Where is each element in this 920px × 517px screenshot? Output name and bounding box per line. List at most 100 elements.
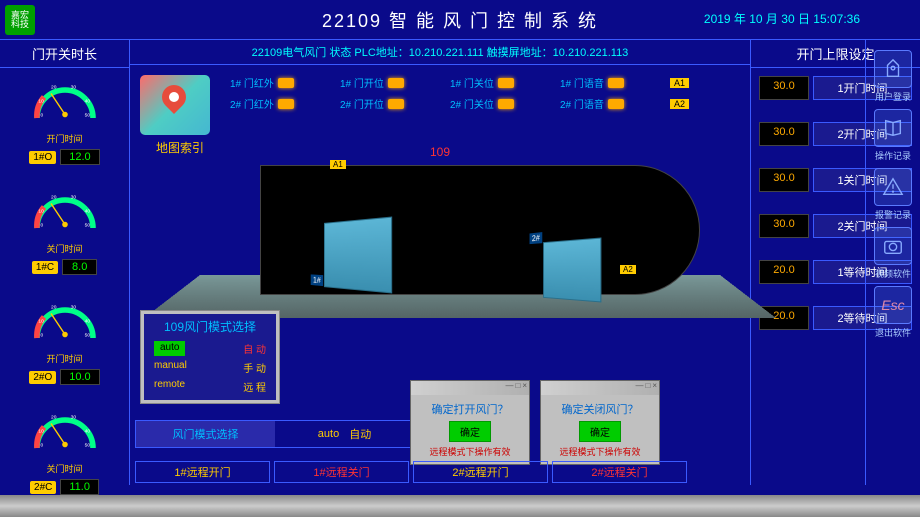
gauge: 0 10 20 30 40 50 — [30, 293, 100, 348]
left-panel: 门开关时长 01020304050开门时间1#O12.001020304050关… — [0, 40, 130, 485]
svg-text:50: 50 — [84, 333, 90, 339]
gauge: 0 10 20 30 40 50 — [30, 73, 100, 128]
status-item: 1# 门语音 — [560, 75, 660, 90]
gauge: 0 10 20 30 40 50 — [30, 183, 100, 238]
center-panel: 22109电气风门 状态 PLC地址：10.210.221.111 触摸屏地址：… — [130, 40, 750, 485]
setting-value: 30.0 — [759, 122, 809, 146]
status-item: 2# 门红外 — [230, 96, 330, 111]
status-grid: 1# 门红外1# 门开位1# 门关位1# 门语音A1 2# 门红外2# 门开位2… — [230, 75, 740, 117]
setting-value: 20.0 — [759, 306, 809, 330]
gauge-value: 8.0 — [62, 259, 97, 275]
confirm-close-dialog: —□× 确定关闭风门？ 确定 远程模式下操作有效 — [540, 380, 660, 465]
nav-alert[interactable]: 报警记录 — [874, 168, 912, 221]
status-item: 1# 门开位 — [340, 75, 440, 90]
book-icon — [874, 109, 912, 147]
svg-text:50: 50 — [84, 223, 90, 229]
status-item: 1# 门关位 — [450, 75, 550, 90]
svg-text:0: 0 — [40, 223, 43, 229]
nav-user[interactable]: 用户登录 — [874, 50, 912, 103]
status-item: 2# 门语音 — [560, 96, 660, 111]
tunnel-diagram: A1 A2 1# 2# — [200, 165, 700, 325]
mode-row[interactable]: remote远 程 — [148, 377, 272, 396]
gauge: 0 10 20 30 40 50 — [30, 403, 100, 458]
close-icon[interactable]: × — [652, 381, 657, 395]
status-led — [278, 99, 294, 109]
remote-button[interactable]: 1#远程关门 — [274, 461, 409, 483]
svg-text:50: 50 — [84, 443, 90, 449]
camera-icon — [874, 227, 912, 265]
svg-text:30: 30 — [70, 195, 76, 201]
esc-icon: Esc — [874, 286, 912, 324]
svg-text:40: 40 — [84, 429, 90, 435]
status-item: 2# 门关位 — [450, 96, 550, 111]
svg-text:10: 10 — [38, 429, 44, 435]
svg-text:40: 40 — [84, 209, 90, 215]
svg-text:20: 20 — [51, 305, 57, 311]
mode-row[interactable]: auto自 动 — [148, 339, 272, 358]
remote-button[interactable]: 1#远程开门 — [135, 461, 270, 483]
footer-bar — [0, 495, 920, 517]
status-led — [608, 78, 624, 88]
mode-select-bar: 风门模式选择 auto自动 — [135, 420, 415, 448]
svg-text:30: 30 — [70, 305, 76, 311]
user-icon — [874, 50, 912, 88]
door-2: 2# — [543, 237, 601, 302]
maximize-icon[interactable]: □ — [515, 381, 520, 395]
setting-value: 30.0 — [759, 168, 809, 192]
status-led — [278, 78, 294, 88]
center-number: 109 — [430, 145, 450, 159]
alert-icon — [874, 168, 912, 206]
minimize-icon[interactable]: — — [635, 381, 643, 395]
nav-sidebar: 用户登录操作记录报警记录视频软件 Esc退出软件 — [865, 40, 920, 485]
mode-row[interactable]: manual手 动 — [148, 358, 272, 377]
svg-text:0: 0 — [40, 443, 43, 449]
gauge-value: 10.0 — [60, 369, 99, 385]
gauge-value: 11.0 — [60, 479, 99, 495]
svg-text:10: 10 — [38, 209, 44, 215]
confirm-close-button[interactable]: 确定 — [579, 421, 621, 442]
svg-text:10: 10 — [38, 319, 44, 325]
svg-text:0: 0 — [40, 113, 43, 119]
gauge-value: 12.0 — [60, 149, 99, 165]
status-item: 1# 门红外 — [230, 75, 330, 90]
remote-button[interactable]: 2#远程关门 — [552, 461, 687, 483]
nav-book[interactable]: 操作记录 — [874, 109, 912, 162]
close-icon[interactable]: × — [522, 381, 527, 395]
minimize-icon[interactable]: — — [505, 381, 513, 395]
svg-text:30: 30 — [70, 85, 76, 91]
status-led — [498, 78, 514, 88]
map-icon — [140, 75, 210, 135]
svg-text:50: 50 — [84, 113, 90, 119]
svg-text:10: 10 — [38, 99, 44, 105]
app-title: 22109 智 能 风 门 控 制 系 统 — [322, 7, 598, 33]
setting-value: 20.0 — [759, 260, 809, 284]
nav-esc[interactable]: Esc退出软件 — [874, 286, 912, 339]
svg-text:40: 40 — [84, 99, 90, 105]
left-panel-title: 门开关时长 — [0, 40, 129, 68]
svg-text:0: 0 — [40, 333, 43, 339]
status-item: 2# 门开位 — [340, 96, 440, 111]
svg-text:20: 20 — [51, 85, 57, 91]
mode-select-button[interactable]: 风门模式选择 — [136, 421, 275, 447]
svg-text:30: 30 — [70, 415, 76, 421]
svg-text:40: 40 — [84, 319, 90, 325]
confirm-open-button[interactable]: 确定 — [449, 421, 491, 442]
door-1: 1# — [324, 217, 392, 294]
svg-text:20: 20 — [51, 415, 57, 421]
status-led — [608, 99, 624, 109]
mode-dialog: 109风门模式选择 auto自 动manual手 动remote远 程 — [140, 310, 280, 404]
nav-camera[interactable]: 视频软件 — [874, 227, 912, 280]
svg-text:20: 20 — [51, 195, 57, 201]
setting-value: 30.0 — [759, 76, 809, 100]
status-led — [498, 99, 514, 109]
status-line: 22109电气风门 状态 PLC地址：10.210.221.111 触摸屏地址：… — [130, 40, 750, 65]
maximize-icon[interactable]: □ — [645, 381, 650, 395]
remote-button[interactable]: 2#远程开门 — [413, 461, 548, 483]
setting-value: 30.0 — [759, 214, 809, 238]
map-index[interactable]: 地图索引 — [140, 75, 220, 156]
header: 22109 智 能 风 门 控 制 系 统 2019 年 10 月 30 日 1… — [0, 0, 920, 40]
datetime: 2019 年 10 月 30 日 15:07:36 — [704, 10, 860, 27]
confirm-open-dialog: —□× 确定打开风门？ 确定 远程模式下操作有效 — [410, 380, 530, 465]
status-led — [388, 78, 404, 88]
status-led — [388, 99, 404, 109]
